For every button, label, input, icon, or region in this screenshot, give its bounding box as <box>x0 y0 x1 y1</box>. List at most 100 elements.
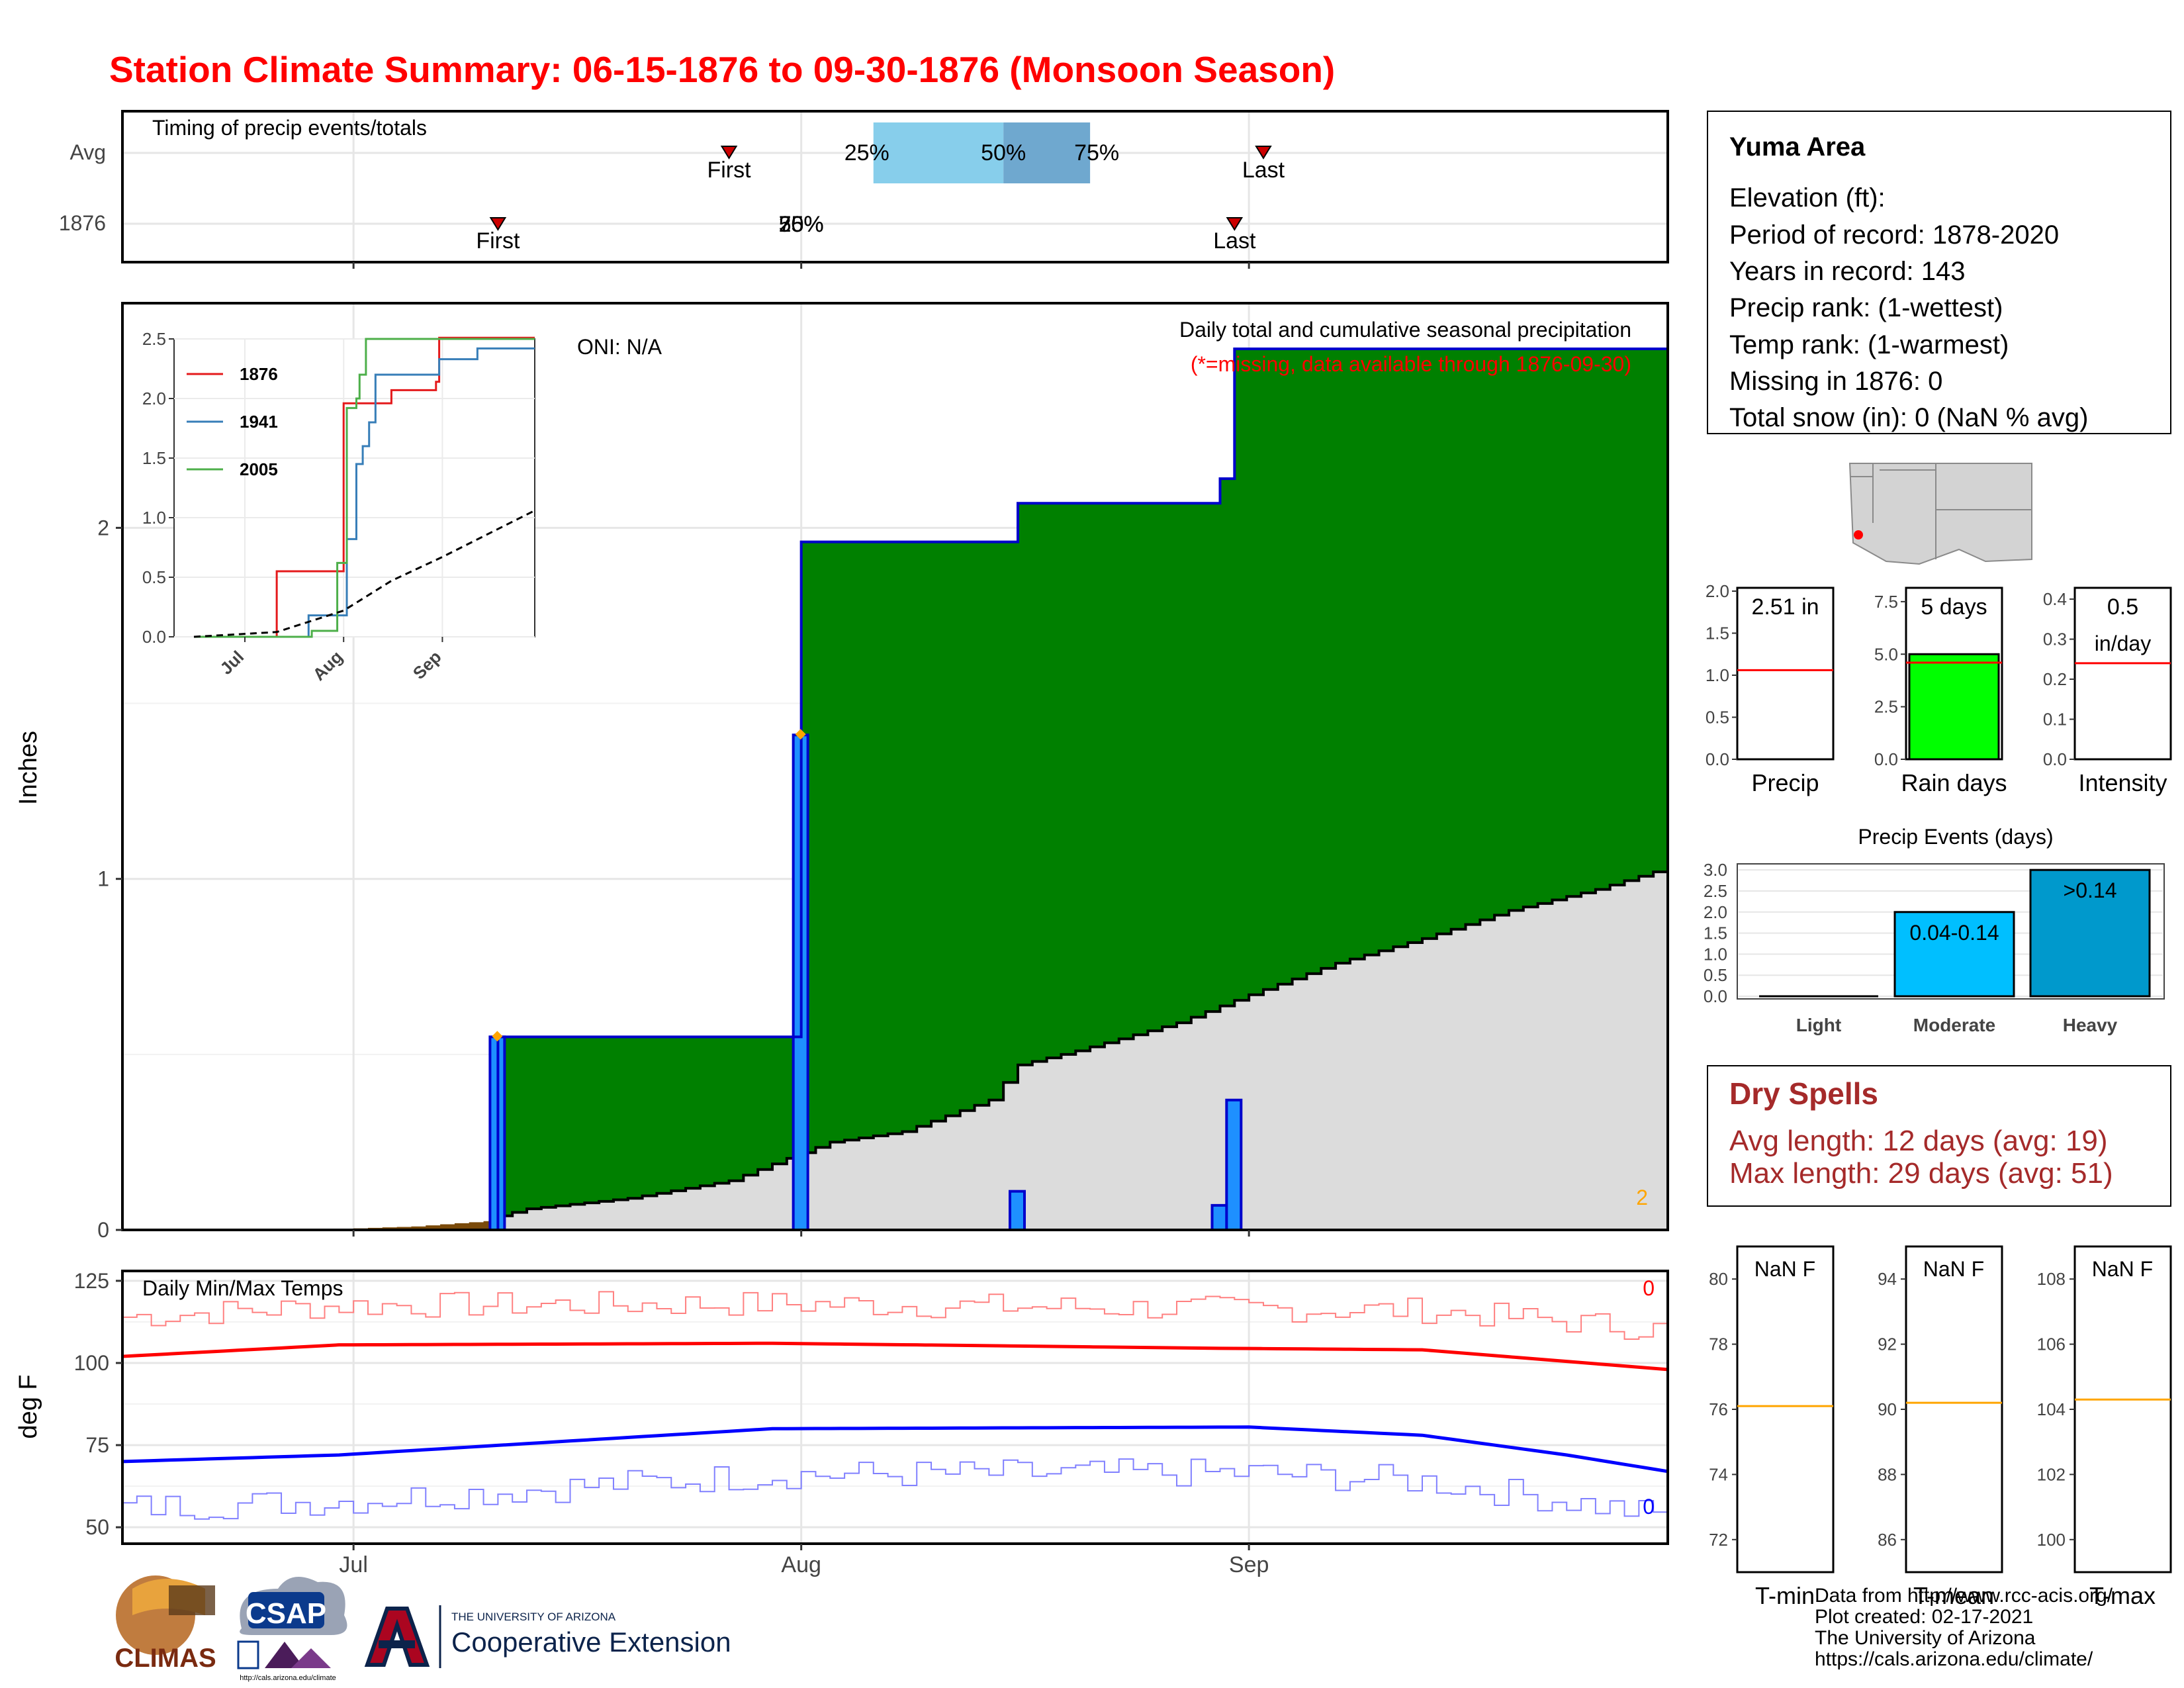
events-x-label: Light <box>1796 1015 1841 1035</box>
inset-y-tick-label: 2.0 <box>142 389 166 408</box>
tbox-tmean-y-tick-label: 90 <box>1878 1399 1897 1419</box>
timing-panel: Timing of precip events/totals Avg 1876 … <box>59 110 1669 269</box>
tbox-tmin-y-tick-label: 80 <box>1709 1269 1728 1289</box>
tbox-tmax-value: NaN F <box>2092 1257 2153 1281</box>
mini-precip-value: 2.51 in <box>1751 594 1819 620</box>
max-missing: 0 <box>1643 1276 1655 1300</box>
info-line: Temp rank: (1-warmest) <box>1729 330 2009 359</box>
events-y-tick-label: 1.0 <box>1704 944 1727 964</box>
temp-x-ticks: Jul Aug Sep <box>339 1544 1269 1577</box>
missing-count: 2 <box>1636 1186 1648 1209</box>
area-name: Yuma Area <box>1729 132 1866 162</box>
mini-intensity-value-unit: in/day <box>2095 632 2151 655</box>
temp-y-label: deg F <box>15 1374 42 1438</box>
footer-line: https://cals.arizona.edu/climate/ <box>1815 1648 2093 1670</box>
daily-precip-points <box>492 729 806 1042</box>
main-precip-chart: 0 1 2 Inches ONI: N/A Daily total and cumu… <box>15 302 1669 1242</box>
mini-intensity-y-tick-label: 0.4 <box>2043 589 2067 609</box>
inset-legend: 1876 1941 2005 <box>187 364 278 479</box>
precip-events-chart: Precip Events (days) Light 0.04-0.14 Moder… <box>1704 825 2165 1035</box>
tbox-tmean-y-tick-label: 92 <box>1878 1335 1897 1354</box>
tbox-tmax-y-tick-label: 102 <box>2037 1464 2066 1484</box>
footer-line: The University of Arizona <box>1815 1627 2036 1649</box>
events-y-tick-label: 2.5 <box>1704 881 1727 901</box>
map-borders <box>1850 463 2032 559</box>
footer-line: Plot created: 02-17-2021 <box>1815 1606 2033 1628</box>
daily-precip-bar <box>1210 1203 1228 1231</box>
timing-label: Timing of precip events/totals <box>152 116 427 140</box>
observed-max-temp-line <box>122 1291 1668 1340</box>
mini-intensity-y-tick-label: 0.3 <box>2043 630 2067 649</box>
map-states <box>1848 463 2032 565</box>
inset-legend-label: 2005 <box>240 459 278 479</box>
daily-precip-bar <box>1225 1098 1243 1231</box>
average-max-temp-line <box>122 1341 1668 1372</box>
inset-y-tick-label: 1.0 <box>142 508 166 528</box>
mini-intensity-frame <box>2073 586 2172 761</box>
tbox-tmax-y-tick-label: 106 <box>2037 1335 2066 1354</box>
main-y-label: Inches <box>15 731 42 805</box>
timing-row-1876: 1876 <box>59 211 106 235</box>
events-y-tick-label: 0.0 <box>1704 986 1727 1006</box>
missing-note: (*=missing, data available through 1876-… <box>1191 352 1631 376</box>
mini-precip-label: Precip <box>1751 769 1819 796</box>
obs-first-label: First <box>476 228 520 254</box>
inset-legend-label: 1876 <box>240 364 278 384</box>
mini-intensity-label: Intensity <box>2078 769 2167 796</box>
mini-intensity-y-tick-label: 0.0 <box>2043 749 2067 769</box>
obs-last-label: Last <box>1213 228 1256 254</box>
page-title: Station Climate Summary: 06-15-1876 to 0… <box>109 49 1335 90</box>
events-bar-label: >0.14 <box>2064 878 2117 902</box>
timing-row-avg: Avg <box>69 140 106 164</box>
inset-series-1941 <box>194 347 535 638</box>
mini-precip-y-tick-label: 0.0 <box>1706 749 1729 769</box>
mini-intensity-value: 0.5 <box>2107 594 2138 620</box>
avg-p75-label: 75% <box>1074 140 1119 165</box>
mini-raindays-y-tick-label: 2.5 <box>1874 697 1898 717</box>
dry-spells-box: Dry Spells Avg length: 12 days (avg: 19)… <box>1707 1065 2171 1207</box>
temp-x-tick-label: Jul <box>339 1552 367 1577</box>
mini-precip-frame <box>1736 586 1835 761</box>
daily-precip-marker <box>795 729 806 740</box>
main-chart-frame <box>121 302 1669 1231</box>
avg-p50-label: 50% <box>981 140 1026 165</box>
avg-last-marker <box>1255 146 1272 160</box>
locator-map <box>1842 461 2034 565</box>
tbox-tmin-y-tick-label: 78 <box>1709 1335 1728 1354</box>
mini-raindays-y-tick-label: 5.0 <box>1874 644 1898 664</box>
csap-logo: CSAP http://cals.arizona.edu/climate <box>237 1577 347 1682</box>
station-location-dot <box>1854 530 1863 539</box>
mini-raindays-bar <box>1908 653 2000 761</box>
temp-frame <box>121 1270 1669 1545</box>
events-bar-moderate <box>1893 911 2015 998</box>
cumulative-precip-line <box>122 347 1668 1231</box>
temp-y-ticks: 125 100 75 50 <box>74 1269 122 1539</box>
inset-series-2005 <box>194 338 535 638</box>
tbox-tmin-label: T-min <box>1755 1582 1815 1609</box>
tbox-tmean-y-tick-label: 86 <box>1878 1530 1897 1550</box>
inset-y-tick-label: 0.5 <box>142 567 166 587</box>
avg-last-label: Last <box>1242 158 1285 183</box>
main-subtitle: Daily total and cumulative seasonal prec… <box>1179 318 1631 342</box>
tbox-tmin-value: NaN F <box>1754 1257 1815 1281</box>
tbox-tmean-y-tick-label: 94 <box>1878 1269 1897 1289</box>
mini-raindays-y-tick-label: 0.0 <box>1874 749 1898 769</box>
temp-label: Daily Min/Max Temps <box>142 1276 343 1300</box>
pre-season-precip-area <box>122 1215 498 1230</box>
inset-y-tick-label: 0.0 <box>142 627 166 647</box>
info-frame <box>1707 111 2171 434</box>
temp-x-tick-label: Sep <box>1229 1552 1269 1577</box>
mini-raindays-value: 5 days <box>1921 594 1987 620</box>
temp-summary-panels: 80 78 76 74 72 NaN F T-min 94 92 90 88 86 NaN F T-mea… <box>1709 1245 2172 1609</box>
average-precip-line <box>498 857 1669 1217</box>
tbox-tmean-label: T-mean <box>1913 1582 1994 1609</box>
tbox-tmin-frame <box>1736 1245 1835 1573</box>
events-x-label: Moderate <box>1913 1015 1995 1035</box>
temp-x-tick-label: Aug <box>781 1552 821 1577</box>
tbox-tmax-y-tick-label: 108 <box>2037 1269 2066 1289</box>
dry-frame <box>1707 1065 2171 1207</box>
temp-frame-bg <box>122 1271 1668 1544</box>
mini-intensity-y-tick-label: 0.1 <box>2043 710 2067 729</box>
oni-label: ONI: N/A <box>577 335 662 359</box>
